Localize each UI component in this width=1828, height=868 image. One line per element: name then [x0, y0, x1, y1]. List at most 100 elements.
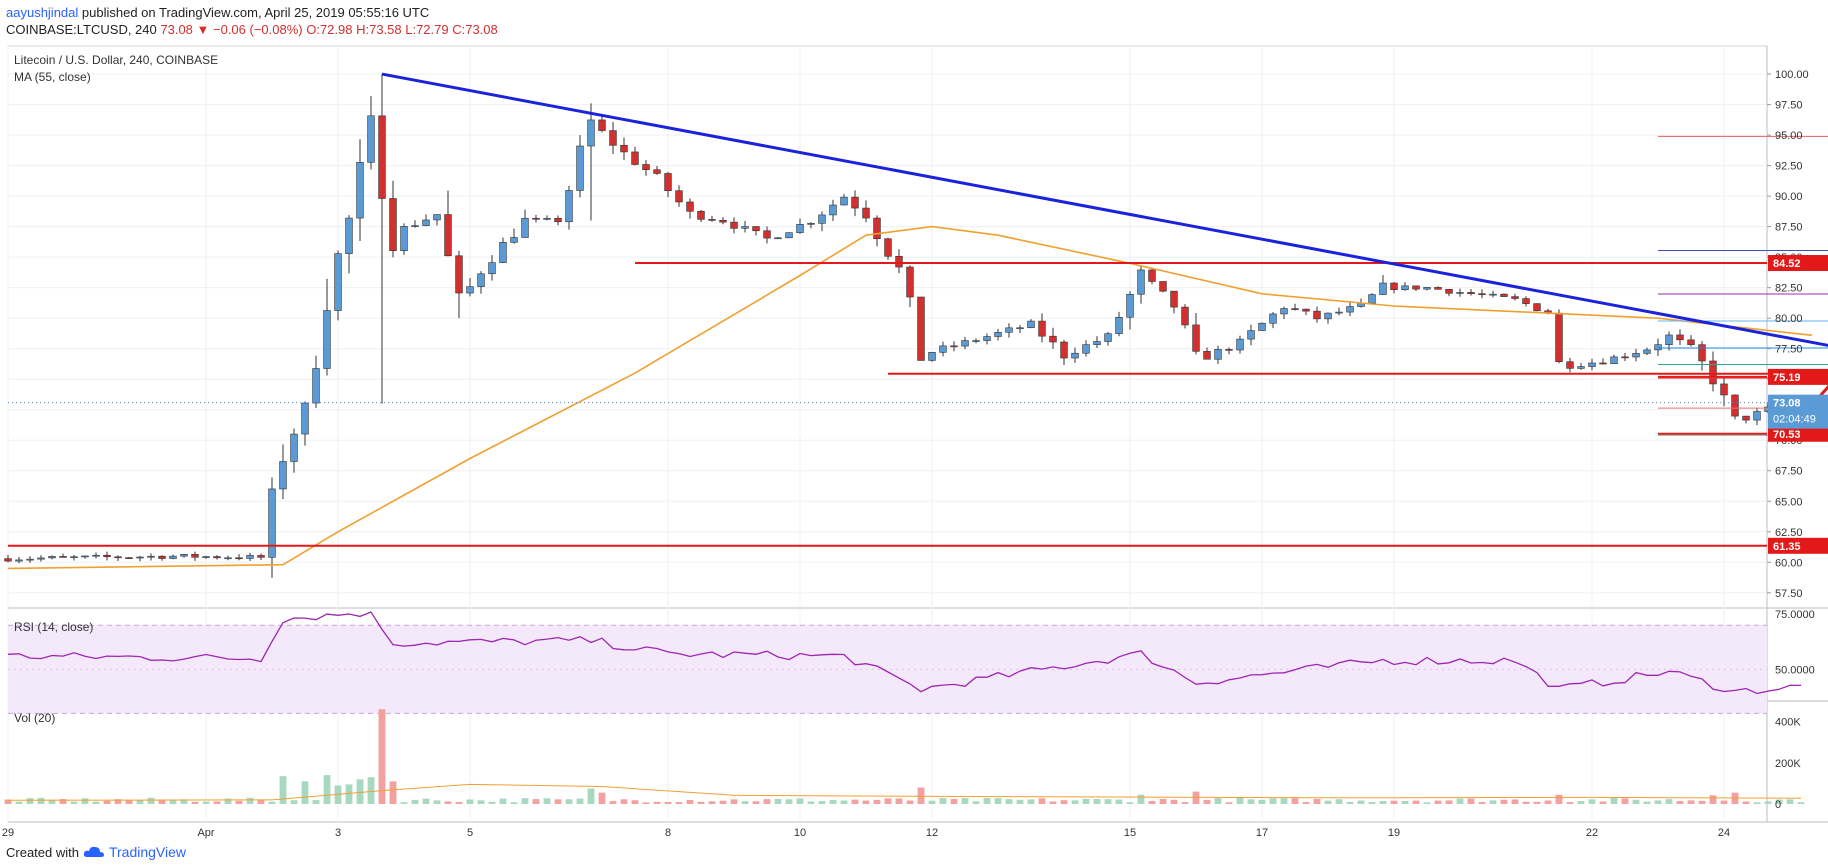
candle	[1610, 356, 1618, 365]
volume-bar	[521, 798, 529, 804]
candle	[1027, 320, 1035, 329]
candle	[1390, 282, 1398, 291]
candle	[906, 266, 914, 298]
volume-bar	[1676, 801, 1684, 804]
volume-bar	[158, 800, 166, 804]
volume-bar	[620, 799, 628, 804]
volume-bar	[664, 801, 672, 804]
candle	[807, 223, 815, 225]
candle	[1203, 351, 1211, 360]
candle	[158, 555, 166, 559]
publish-info: published on TradingView.com, April 25, …	[78, 5, 430, 20]
volume-bar	[103, 800, 111, 804]
tradingview-link[interactable]: TradingView	[108, 844, 187, 860]
volume-tick-label: 400K	[1775, 717, 1801, 729]
candle	[1115, 316, 1123, 334]
volume-bar	[488, 801, 496, 804]
volume-bar	[1379, 800, 1387, 804]
rsi-legend: RSI (14, close)	[14, 620, 93, 634]
candle	[235, 557, 243, 560]
volume-bar	[1786, 799, 1794, 804]
candle	[191, 553, 199, 558]
volume-bar	[719, 800, 727, 804]
volume-bar	[92, 801, 100, 804]
volume-bar	[1181, 802, 1189, 804]
drawings: 2.618(94.90)1.618(85.55)1.236(81.98)1(79…	[8, 72, 1828, 547]
candle	[499, 242, 507, 263]
volume-bar	[202, 801, 210, 804]
candle	[675, 190, 683, 203]
volume-bar	[1632, 799, 1640, 804]
candle	[169, 555, 177, 559]
candle	[1346, 306, 1354, 313]
candle	[1225, 349, 1233, 351]
volume-bar	[1291, 798, 1299, 804]
x-tick-label: 17	[1256, 827, 1268, 839]
candle	[873, 217, 881, 240]
volume-bar	[1467, 798, 1475, 804]
volume-bar	[1610, 797, 1618, 804]
price-level-label: 75.19	[1773, 372, 1801, 384]
candle	[1038, 320, 1046, 337]
volume-ma-line	[7, 783, 1802, 801]
volume-bar	[1599, 801, 1607, 804]
candle	[103, 554, 111, 558]
candle	[972, 340, 980, 342]
volume-bar	[1038, 798, 1046, 804]
candle	[631, 151, 639, 165]
candle	[730, 221, 738, 229]
candle	[1192, 324, 1200, 352]
volume-bar	[136, 800, 144, 804]
volume-bar	[1005, 799, 1013, 804]
volume-bar	[631, 800, 639, 804]
candle	[257, 555, 265, 558]
volume-bar	[741, 801, 749, 804]
candle	[400, 226, 408, 251]
candle	[1720, 383, 1728, 396]
volume-bar	[48, 799, 56, 804]
volume-bar	[367, 777, 375, 804]
price-level-tag	[1768, 368, 1828, 385]
candle	[796, 224, 804, 233]
candle	[1588, 362, 1596, 367]
volume-bar	[1346, 801, 1354, 804]
volume-bar	[1577, 801, 1585, 804]
volume-bar	[972, 801, 980, 804]
volume-bar	[213, 801, 221, 804]
candle	[532, 217, 540, 220]
volume-bar	[59, 799, 67, 804]
x-tick-label: 3	[335, 827, 341, 839]
candle	[1093, 341, 1101, 345]
price-level-label: 70.53	[1773, 429, 1801, 441]
candle	[1412, 285, 1420, 290]
volume-bar	[1720, 800, 1728, 804]
candle	[774, 237, 782, 240]
tradingview-cloud-icon	[83, 846, 104, 857]
volume-bar	[1478, 802, 1486, 804]
volume-bar	[444, 801, 452, 804]
volume-bar	[1269, 798, 1277, 804]
volume-bar	[433, 800, 441, 804]
ticker-line: COINBASE:LTCUSD, 240 73.08 ▼ −0.06 (−0.0…	[6, 22, 498, 37]
volume-bar	[356, 779, 364, 804]
last-price-tag	[1768, 394, 1828, 429]
volume-bar	[1654, 800, 1662, 804]
volume-bar	[224, 798, 232, 804]
y-tick-label: 95.00	[1775, 130, 1803, 142]
candle	[818, 214, 826, 224]
ma-legend: MA (55, close)	[14, 70, 91, 84]
volume-legend: Vol (20)	[14, 711, 55, 725]
candle	[15, 559, 23, 562]
price-level-label: 61.35	[1773, 541, 1801, 553]
candle	[1533, 303, 1541, 312]
candle	[1082, 344, 1090, 354]
author-link[interactable]: aayushjindal	[6, 5, 79, 20]
x-tick-label: 29	[2, 827, 14, 839]
volume-bar	[37, 797, 45, 804]
candle	[224, 557, 232, 560]
footer: Created with TradingView	[6, 844, 186, 860]
volume-bar	[169, 799, 177, 804]
volume-bar	[1687, 800, 1695, 804]
candle	[1049, 335, 1057, 343]
